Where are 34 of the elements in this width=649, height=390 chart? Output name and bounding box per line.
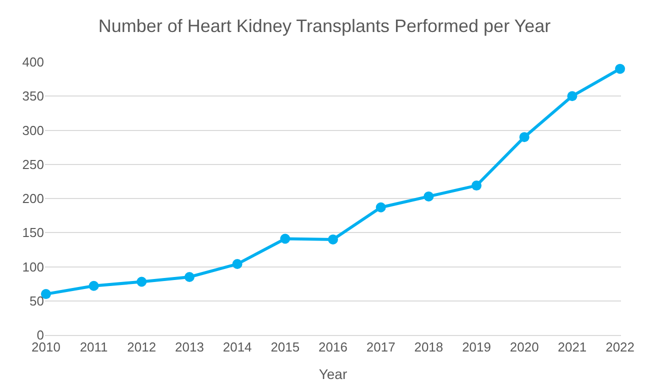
y-tick-label: 400 — [22, 54, 44, 70]
point — [328, 234, 338, 244]
point — [88, 280, 99, 291]
point — [280, 234, 290, 244]
point — [184, 272, 194, 282]
y-tick-label: 250 — [22, 156, 44, 172]
x-tick-label: 2018 — [414, 340, 444, 355]
point — [424, 191, 434, 202]
x-tick-label: 2019 — [462, 340, 491, 355]
point — [232, 259, 242, 270]
y-tick-label: 100 — [22, 259, 44, 274]
x-axis-title: Year — [318, 366, 348, 382]
x-tick-label: 2014 — [222, 340, 252, 355]
x-tick-label: 2015 — [270, 340, 300, 355]
x-tick-label: 2020 — [510, 340, 539, 355]
x-tick-label: 2022 — [606, 340, 634, 355]
y-tick-label: 300 — [22, 122, 44, 138]
y-tick-label: 200 — [22, 191, 44, 206]
y-tick-label: 350 — [22, 88, 44, 104]
chart-title: Number of Heart Kidney Transplants Performed per Year — [98, 16, 551, 36]
point — [136, 276, 147, 287]
point — [376, 202, 386, 212]
point — [519, 132, 530, 142]
x-tick-label: 2011 — [80, 340, 108, 355]
point — [472, 180, 482, 191]
point — [615, 64, 626, 74]
point — [567, 91, 578, 102]
x-tick-label: 2012 — [127, 340, 156, 355]
y-tick-label: 50 — [30, 293, 44, 308]
y-tick-label: 150 — [22, 225, 44, 240]
x-tick-label: 2017 — [366, 340, 396, 355]
x-tick-label: 2016 — [318, 340, 348, 355]
x-tick-label: 2021 — [558, 340, 587, 355]
x-tick-label: 2013 — [175, 340, 204, 355]
